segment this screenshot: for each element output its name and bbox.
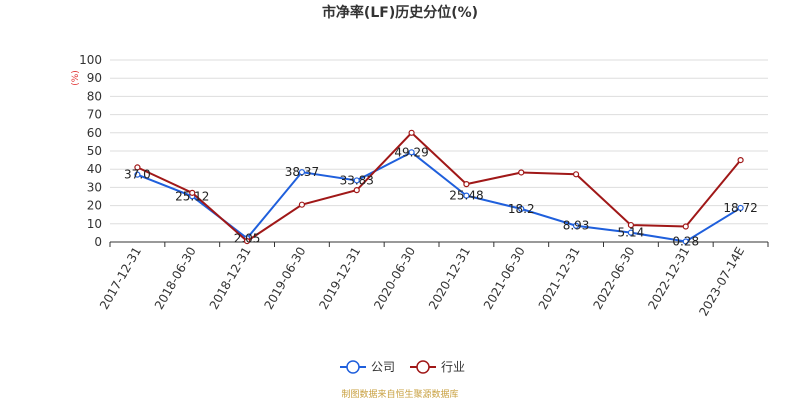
y-tick-label: 70 [87,108,102,122]
legend-label: 公司 [371,360,395,374]
y-tick-label: 40 [87,162,102,176]
x-tick-label: 2019-06-30 [262,245,309,312]
legend-marker [346,360,360,374]
data-point [408,149,415,156]
data-point [408,129,415,136]
data-label: 0.28 [672,234,699,248]
x-tick-label: 2021-12-31 [536,245,583,312]
y-tick-label: 10 [87,217,102,231]
data-label: 18.72 [723,201,757,215]
data-point [627,221,635,229]
data-point [463,181,470,188]
legend-item-2[interactable]: 行业 [410,360,465,374]
legend[interactable]: 公司 行业 [340,360,465,374]
y-tick-label: 80 [87,89,102,103]
y-tick-label: 20 [87,199,102,213]
x-tick-label: 2023-07-14E [696,245,747,319]
data-point [134,164,141,171]
data-labels: 37.0 25.12 2.05 38.37 33.83 49.29 25.48 18.2 8.9… [124,145,758,248]
chart-title: 市净率(LF)历史分位(%) [322,4,478,21]
data-point [737,204,744,212]
source-note: 制图数据来自恒生聚源数据库 [341,388,458,400]
x-tick-label: 2022-06-30 [591,245,638,312]
x-tick-label: 2018-12-31 [207,244,254,311]
x-tick-label: 2022-12-31 [645,245,692,312]
data-point [189,189,196,196]
data-label: 25.12 [175,189,209,203]
x-tick-label: 2020-06-30 [371,245,418,312]
data-label: 25.48 [449,189,483,203]
y-tick-label: 60 [87,126,102,140]
legend-marker [416,360,430,374]
data-point [627,229,635,236]
y-axis-unit: (%) [71,70,81,86]
y-tick-label: 0 [94,235,102,249]
data-point [353,177,360,184]
y-tick-label: 30 [87,180,102,194]
data-point [463,192,470,199]
x-tick-label: 2018-06-30 [152,245,199,312]
data-label: 5.14 [618,226,645,240]
data-label: 33.83 [340,173,374,187]
data-label: 37.0 [124,168,151,182]
data-point [298,201,306,208]
data-point [682,223,689,230]
series-line-1 [137,151,742,243]
data-point [353,187,360,194]
data-label: 49.29 [394,145,428,159]
y-tick-label: 100 [79,53,102,67]
data-label: 2.05 [234,231,261,245]
axes: 0 10 20 30 40 50 60 70 80 90 100 2017-12-31 2018-06-… [79,53,769,319]
series-lines [134,129,744,245]
data-point [518,205,525,212]
legend-label: 行业 [441,360,465,374]
data-point [134,171,141,178]
x-tick-label: 2021-06-30 [481,245,528,312]
data-point [572,222,580,229]
y-tick-label: 90 [87,71,102,85]
data-point [682,238,689,245]
data-point [572,171,580,178]
data-point [298,169,306,176]
data-point [243,237,251,245]
x-tick-label: 2019-12-31 [316,245,363,312]
legend-item-1[interactable]: 公司 [340,360,395,374]
y-tick-label: 50 [87,144,102,158]
grid-lines [110,59,768,243]
data-point [518,169,525,176]
data-label: 8.93 [563,219,590,233]
data-label: 18.2 [508,202,535,216]
data-label: 38.37 [285,165,319,179]
x-tick-label: 2017-12-31 [97,245,144,312]
x-tick-label: 2020-12-31 [426,244,473,311]
series-line-2 [136,131,742,243]
data-point [737,157,744,164]
